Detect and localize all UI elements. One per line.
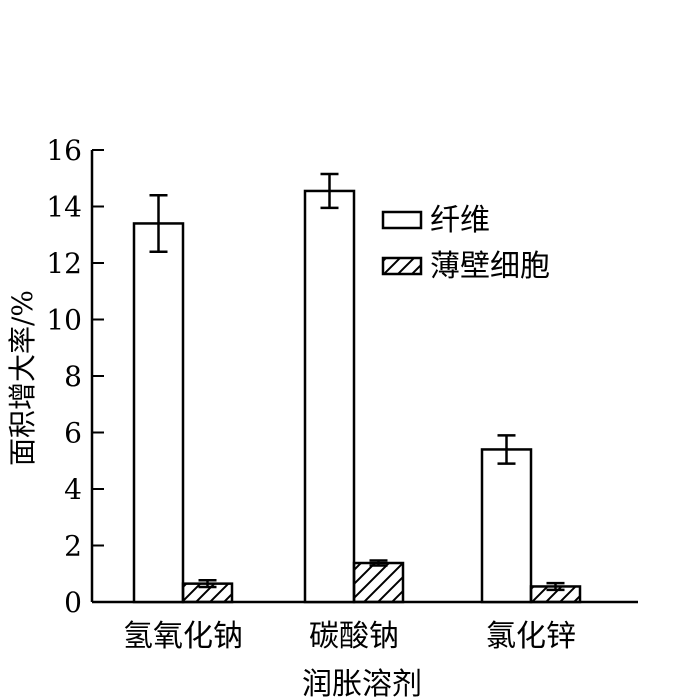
legend-label: 薄壁细胞 [430,249,550,284]
y-tick-label: 8 [64,360,82,393]
x-axis-label: 润胀溶剂 [302,667,422,700]
bar [480,448,533,604]
y-tick-label: 14 [46,191,82,224]
y-tick-label: 12 [46,247,82,280]
legend-label: 纤维 [430,203,490,238]
y-tick-label: 16 [46,134,82,167]
x-tick-label: 氢氧化钠 [123,619,243,654]
bar [303,189,356,604]
y-tick-label: 6 [64,417,82,450]
x-tick-label: 碳酸钠 [309,619,399,654]
x-tick-label: 氯化锌 [486,619,576,654]
legend-swatch [381,210,423,230]
legend-swatch [381,256,423,276]
y-tick-label: 2 [64,530,82,563]
y-axis-label: 面积增大率/% [6,290,39,466]
bar [352,561,405,604]
y-tick-label: 4 [64,473,82,506]
bars: 氢氧化钠 碳酸钠 氯化锌 [123,172,582,654]
y-tick-label: 0 [64,586,82,619]
y-tick-label: 10 [46,304,82,337]
axes: 0 2 4 6 8 10 12 14 16 [46,134,638,619]
bar [132,222,185,604]
